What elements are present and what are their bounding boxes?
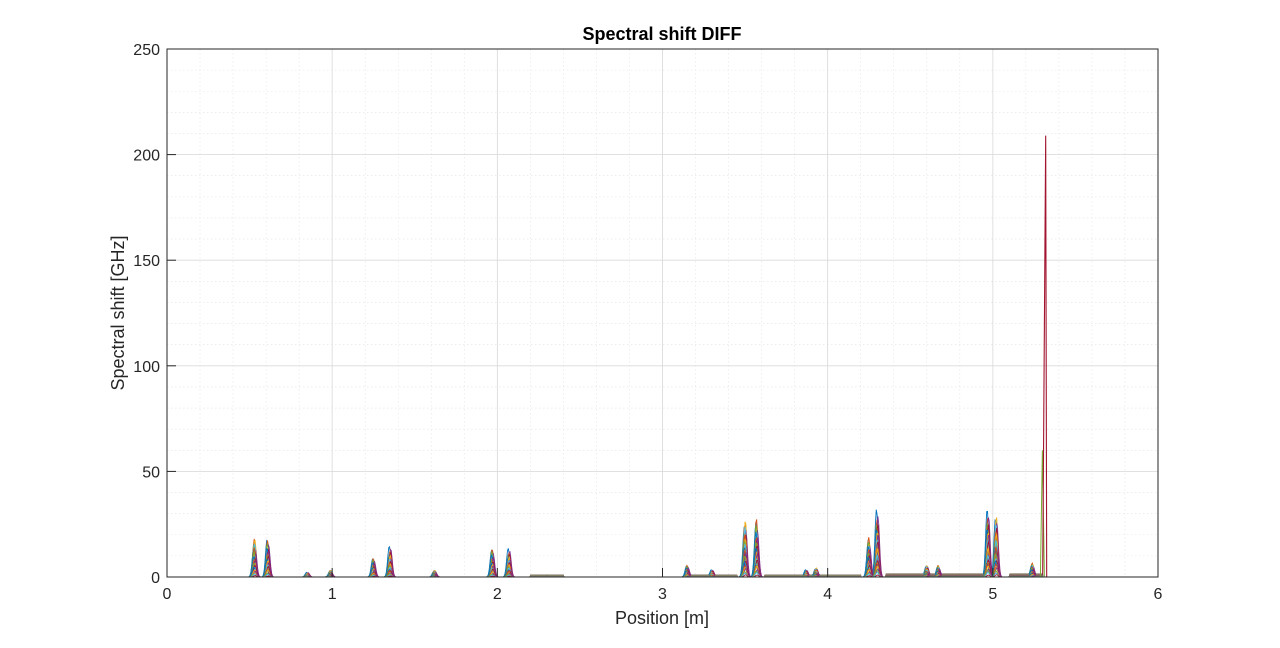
y-tick-label: 200 [133, 148, 160, 165]
y-axis-label: Spectral shift [GHz] [108, 235, 128, 390]
x-axis-label: Position [m] [615, 608, 709, 628]
y-tick-labels: 0 50 100 150 200 250 [133, 42, 160, 587]
x-tick-label: 5 [988, 586, 997, 603]
x-tick-label: 6 [1154, 586, 1163, 603]
axis-ticks [166, 48, 1159, 578]
y-tick-label: 100 [133, 359, 160, 376]
y-tick-label: 150 [133, 253, 160, 270]
x-tick-labels: 0 1 2 3 4 5 6 [163, 586, 1163, 603]
spike-line [1039, 450, 1045, 578]
x-tick-label: 0 [163, 586, 172, 603]
x-tick-label: 1 [328, 586, 337, 603]
x-tick-label: 3 [658, 586, 667, 603]
y-tick-label: 0 [151, 570, 160, 587]
spike-line [1042, 135, 1048, 578]
x-tick-label: 4 [823, 586, 832, 603]
y-tick-label: 250 [133, 42, 160, 59]
y-tick-label: 50 [142, 464, 160, 481]
chart-title: Spectral shift DIFF [582, 24, 741, 44]
x-tick-label: 2 [493, 586, 502, 603]
